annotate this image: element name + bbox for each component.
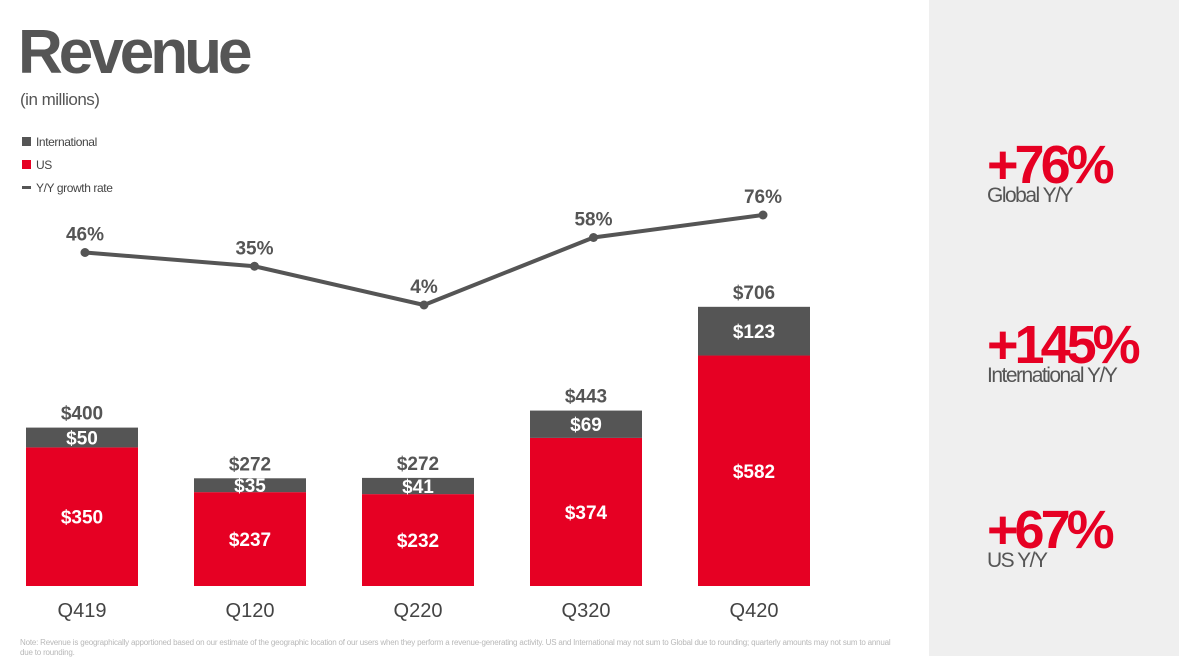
growth-point-Q120: [250, 261, 259, 271]
x-tick-Q220: Q220: [394, 600, 443, 622]
x-tick-Q320: Q320: [562, 600, 611, 622]
bar-label-international-Q220: $41: [402, 477, 434, 498]
bar-us-Q420: [698, 355, 810, 586]
bar-label-international-Q120: $35: [234, 476, 266, 497]
bar-international-Q220: [362, 477, 474, 495]
legend-item-us: US: [22, 153, 113, 176]
bar-label-us-Q120: $237: [229, 530, 271, 551]
bar-international-Q419: [26, 427, 138, 448]
growth-point-Q320: [589, 233, 598, 242]
bar-us-Q320: [530, 437, 642, 586]
total-label-Q320: $443: [565, 387, 607, 408]
bar-us-Q120: [194, 492, 306, 586]
legend-item-international: International: [22, 130, 113, 153]
growth-label-Q120: 35%: [235, 238, 273, 259]
growth-point-Q420: [758, 210, 768, 220]
bar-label-us-Q320: $374: [565, 503, 608, 524]
kpi-us: +67% US Y/Y: [987, 500, 1115, 572]
legend-label-us: US: [36, 157, 52, 172]
legend-swatch-international: [22, 137, 31, 146]
bar-label-international-Q320: $69: [570, 415, 602, 436]
x-tick-Q419: Q419: [58, 600, 107, 622]
x-tick-Q120: Q120: [226, 600, 275, 622]
kpi-international: +145% International Y/Y: [987, 315, 1141, 387]
legend-swatch-us: [22, 160, 31, 169]
legend-item-growth: Y/Y growth rate: [22, 176, 113, 199]
bar-us-Q220: [362, 494, 474, 586]
growth-point-Q419: [80, 248, 90, 257]
legend-label-international: International: [36, 134, 97, 149]
growth-label-Q420: 76%: [744, 187, 782, 208]
kpi-us-label: US Y/Y: [987, 549, 1048, 572]
kpi-us-value: +67%: [987, 500, 1115, 560]
total-label-Q220: $272: [397, 454, 439, 475]
kpi-panel: +76% Global Y/Y +145% International Y/Y …: [929, 0, 1179, 656]
footnote: Note: Revenue is geographically apportio…: [20, 638, 891, 657]
kpi-international-value: +145%: [987, 315, 1141, 375]
total-label-Q420: $706: [733, 283, 775, 304]
page-title: Revenue: [18, 18, 252, 87]
total-label-Q419: $400: [61, 404, 103, 425]
growth-label-Q220: 4%: [410, 277, 438, 298]
bar-international-Q120: [194, 478, 306, 493]
bar-us-Q419: [26, 447, 138, 586]
growth-label-Q419: 46%: [66, 225, 104, 246]
total-label-Q120: $272: [229, 454, 271, 475]
bar-label-us-Q420: $582: [733, 462, 775, 483]
bar-international-Q420: [698, 306, 810, 356]
kpi-global-value: +76%: [987, 135, 1115, 195]
legend-swatch-growth: [22, 186, 31, 189]
revenue-chart: $350$50$400Q419$237$35$272Q120$232$41$27…: [26, 187, 810, 622]
growth-point-Q220: [419, 300, 429, 310]
bar-label-us-Q419: $350: [61, 508, 103, 529]
kpi-global-label: Global Y/Y: [987, 184, 1074, 207]
x-tick-Q420: Q420: [730, 600, 779, 622]
bar-label-international-Q419: $50: [66, 429, 98, 450]
kpi-international-label: International Y/Y: [987, 364, 1118, 387]
page-subtitle: (in millions): [20, 90, 100, 109]
bar-label-us-Q220: $232: [397, 531, 439, 552]
chart-legend: International US Y/Y growth rate: [22, 130, 113, 199]
kpi-global: +76% Global Y/Y: [987, 135, 1115, 207]
bar-international-Q320: [530, 410, 642, 438]
legend-label-growth: Y/Y growth rate: [36, 180, 113, 195]
growth-label-Q320: 58%: [574, 210, 612, 231]
bar-label-international-Q420: $123: [733, 322, 775, 343]
